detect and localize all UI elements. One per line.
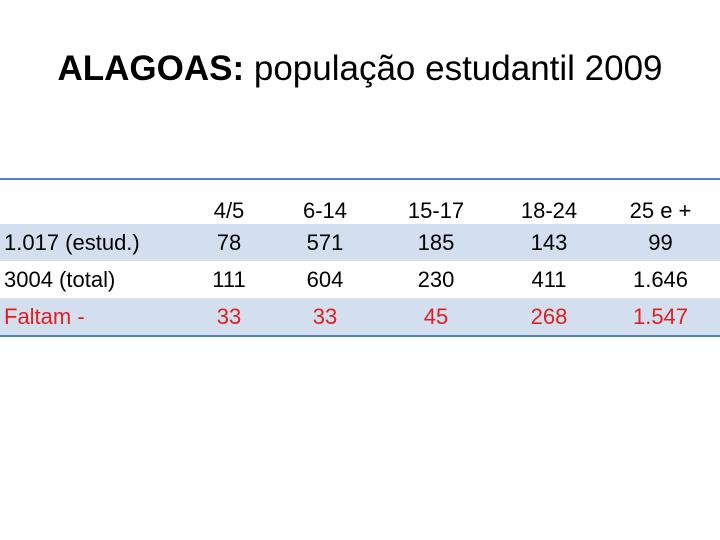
header-age-6-14: 6-14 <box>302 198 348 223</box>
header-age-15-17: 15-17 <box>407 198 465 223</box>
header-age-18-24: 18-24 <box>520 198 578 223</box>
row-label: 1.017 (estud.) <box>4 229 140 255</box>
table-cell: 143 <box>530 229 568 255</box>
table-row-total: 3004 (total) 111 604 230 411 1.646 <box>0 261 720 298</box>
title-subject: população estudantil 2009 <box>244 49 663 88</box>
table-cell: 571 <box>306 229 344 255</box>
table-cell: 111 <box>212 266 246 292</box>
row-label: 3004 (total) <box>4 266 116 292</box>
table-cell: 1.646 <box>632 266 689 292</box>
table-cell: 230 <box>417 266 455 292</box>
page-title: ALAGOAS: população estudantil 2009 <box>0 44 720 94</box>
table-row-missing: Faltam - 33 33 45 268 1.547 <box>0 298 720 335</box>
title-state: ALAGOAS: <box>57 49 245 88</box>
table-header-row: 4/5 6-14 15-17 18-24 25 e + <box>0 180 720 224</box>
header-age-4-5: 4/5 <box>213 198 245 223</box>
row-label: Faltam - <box>4 303 85 329</box>
table-cell: 33 <box>216 303 242 329</box>
table-cell: 604 <box>306 266 344 292</box>
table-cell: 78 <box>216 229 242 255</box>
table-cell: 185 <box>417 229 455 255</box>
table-cell: 411 <box>531 266 567 292</box>
table-cell: 33 <box>312 303 338 329</box>
table-cell: 99 <box>648 229 673 255</box>
table-row-students: 1.017 (estud.) 78 571 185 143 99 <box>0 224 720 261</box>
student-population-table: 4/5 6-14 15-17 18-24 25 e + 1.017 (estud… <box>0 178 720 337</box>
table-cell: 1.547 <box>632 303 689 329</box>
table-cell: 45 <box>423 303 449 329</box>
table-cell: 268 <box>530 303 568 329</box>
header-age-25-plus: 25 e + <box>629 198 692 223</box>
